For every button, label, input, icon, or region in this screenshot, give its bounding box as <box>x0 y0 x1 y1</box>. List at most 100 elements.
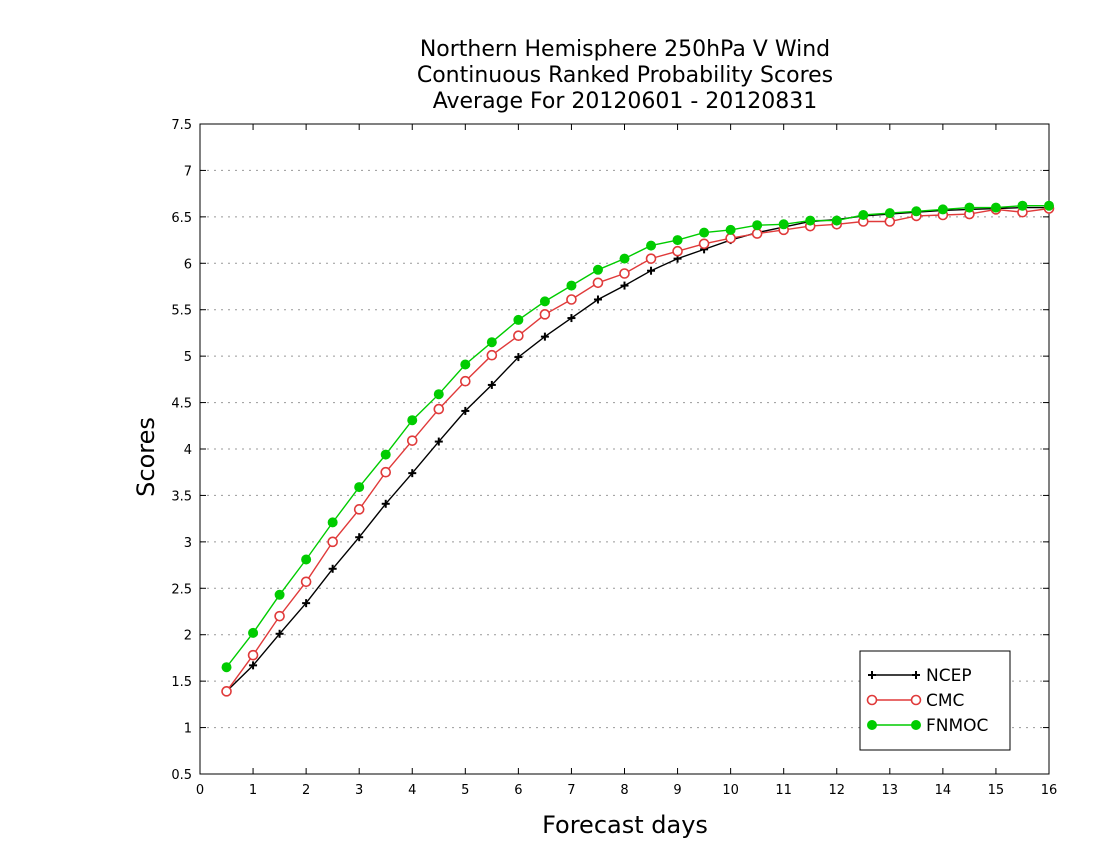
series-fnmoc-point <box>805 215 816 226</box>
x-tick-label: 7 <box>567 783 575 798</box>
series-fnmoc-point <box>301 554 312 565</box>
series-fnmoc-point <box>646 240 657 251</box>
series-fnmoc-point <box>566 280 577 291</box>
series-ncep-point <box>487 380 496 389</box>
series-cmc-point <box>751 228 763 239</box>
series-ncep-point <box>381 499 390 508</box>
series-ncep-point <box>461 406 470 415</box>
legend-cmc-marker-start <box>866 694 878 706</box>
series-cmc-point <box>619 268 630 279</box>
y-tick-label: 2.5 <box>171 582 192 597</box>
x-tick-label: 16 <box>1041 783 1058 798</box>
series-fnmoc-point <box>672 235 683 246</box>
series-ncep-point <box>302 599 311 608</box>
series-fnmoc-point <box>937 204 948 215</box>
series-fnmoc-line <box>225 204 1049 668</box>
series-fnmoc-point <box>486 337 497 348</box>
series-ncep-point <box>647 266 656 275</box>
x-tick-label: 10 <box>722 783 739 798</box>
series-cmc-point <box>725 232 736 244</box>
y-tick-label: 1 <box>184 722 192 737</box>
series-fnmoc-point <box>911 206 922 217</box>
series-fnmoc-point <box>513 314 524 325</box>
series-cmc-point <box>698 238 710 250</box>
chart-title-line-3: Average For 20120601 - 20120831 <box>432 89 818 114</box>
y-tick-label: 2 <box>184 629 192 644</box>
series-cmc-point <box>513 330 524 342</box>
y-tick-label: 5.5 <box>171 304 192 319</box>
series-ncep-point <box>593 295 602 304</box>
legend-fnmoc-marker-start <box>867 720 877 730</box>
series-fnmoc-point <box>1044 200 1054 211</box>
series-cmc-point <box>221 686 232 697</box>
chart-title-line-1: Northern Hemisphere 250hPa V Wind <box>419 37 831 62</box>
series-fnmoc-point <box>699 227 710 238</box>
chart-title-line-2: Continuous Ranked Probability Scores <box>416 63 834 88</box>
series-fnmoc-point <box>274 589 285 600</box>
series-fnmoc-point <box>460 359 471 370</box>
series-fnmoc-point <box>592 264 603 275</box>
y-tick-label: 7 <box>184 164 192 179</box>
series-fnmoc-point <box>327 517 338 528</box>
series-cmc-point <box>486 349 498 361</box>
x-tick-label: 4 <box>408 783 416 798</box>
x-tick-label: 6 <box>514 783 522 798</box>
series-cmc-point <box>672 245 683 257</box>
series-cmc-point <box>327 536 338 548</box>
series-cmc-point <box>539 309 551 320</box>
series-fnmoc-point <box>884 208 895 219</box>
series-fnmoc-point <box>990 202 1001 213</box>
y-tick-label: 1.5 <box>171 675 192 690</box>
y-tick-label: 4.5 <box>171 397 192 412</box>
series-ncep-point <box>249 661 258 670</box>
series-cmc-point <box>433 403 445 415</box>
series-fnmoc-point <box>778 219 789 230</box>
series-cmc-point <box>566 294 577 305</box>
y-tick-label: 4 <box>184 443 192 458</box>
series-ncep-point <box>355 533 364 542</box>
y-tick-label: 6.5 <box>171 211 192 226</box>
legend: NCEP CMC FNMOC <box>859 650 1011 751</box>
y-axis-title: Scores <box>132 417 160 497</box>
y-tick-label: 7.5 <box>171 118 192 133</box>
series-ncep-point <box>620 281 629 290</box>
series-cmc-point <box>380 466 392 478</box>
x-axis-title: Forecast days <box>542 811 708 839</box>
series-cmc-point <box>406 435 418 446</box>
x-tick-label: 0 <box>196 783 204 798</box>
y-tick-label: 0.5 <box>171 768 192 783</box>
plot-frame <box>199 123 1050 775</box>
legend-cmc-label: CMC <box>926 691 964 711</box>
series-cmc-point <box>247 649 259 661</box>
series-fnmoc-point <box>407 415 418 426</box>
series-ncep-point <box>328 564 337 573</box>
series-ncep-point <box>514 353 523 362</box>
series-ncep-point <box>275 629 284 638</box>
series-ncep-point <box>434 437 443 446</box>
series-fnmoc-point <box>221 662 232 673</box>
series-cmc-point <box>460 375 471 387</box>
series-ncep-line <box>226 206 1049 692</box>
axis-layer: 0.511.522.533.544.555.566.577.50 1 2 3 4 5 6 7 8… <box>171 118 1057 798</box>
legend-ncep-label: NCEP <box>926 666 972 686</box>
series-fnmoc-point <box>858 210 869 220</box>
series-layer <box>221 200 1055 697</box>
series-cmc-point <box>300 576 312 588</box>
series-cmc-point <box>645 253 657 264</box>
x-tick-label: 5 <box>461 783 469 798</box>
x-tick-label: 15 <box>988 783 1005 798</box>
series-ncep-point <box>540 332 549 341</box>
series-fnmoc-point <box>752 220 763 231</box>
x-tick-label: 11 <box>775 783 792 798</box>
series-ncep-point <box>408 469 417 478</box>
y-tick-label: 3 <box>184 536 192 551</box>
series-fnmoc-point <box>619 253 630 264</box>
series-fnmoc-point <box>380 449 391 460</box>
series-cmc-point <box>274 610 285 622</box>
series-fnmoc-point <box>964 202 975 213</box>
y-tick-label: 6 <box>184 257 192 272</box>
x-tick-label: 8 <box>620 783 628 798</box>
x-tick-label: 13 <box>882 783 899 798</box>
series-fnmoc-point <box>539 296 550 307</box>
